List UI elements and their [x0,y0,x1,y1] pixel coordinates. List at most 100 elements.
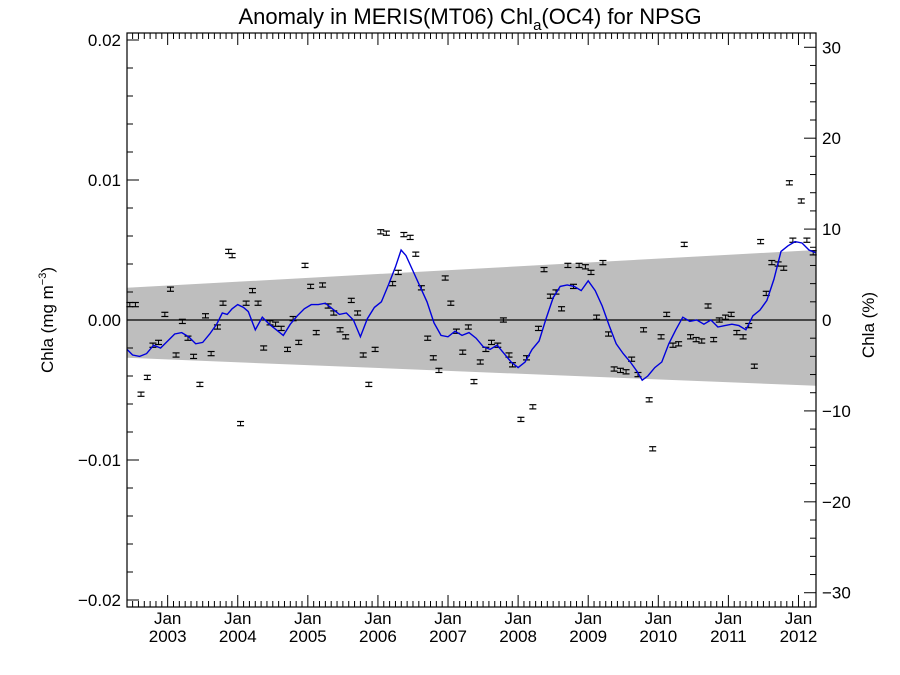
x-tick-label-month: Jan [434,609,461,628]
data-point [529,404,537,410]
data-point [435,367,443,374]
data-point [564,262,572,269]
data-point [605,331,613,337]
data-point [797,198,805,204]
y-tick-label-right: 10 [822,220,841,239]
data-point [534,325,542,332]
data-point [575,262,583,269]
smoothed-series [126,240,817,382]
data-point [540,266,548,273]
y-tick-label-left: −0.02 [78,591,121,610]
data-point [190,353,198,360]
data-point [785,180,793,186]
data-point [663,311,671,318]
data-point [172,352,180,358]
data-point [196,381,204,388]
x-tick-label-year: 2009 [569,627,607,646]
data-point [284,346,292,353]
data-point [342,334,350,340]
data-point [137,391,145,397]
data-point [757,238,765,245]
y-tick-label-right: −30 [822,584,851,603]
data-point [354,310,362,316]
x-tick-label-year: 2007 [429,627,467,646]
data-point [657,334,665,340]
y-tick-label-left: 0.02 [88,31,121,50]
data-point [347,297,355,304]
x-tick-label-year: 2011 [710,627,747,646]
data-point [710,336,718,343]
data-point [295,339,303,346]
data-point [722,314,730,320]
data-point [599,259,607,266]
data-point [307,283,315,290]
y-label-left-text: Chla (mg m [38,285,57,373]
data-point [248,287,256,294]
data-point [161,311,169,318]
data-point [768,259,776,266]
y-label-left-superscript: −3 [37,273,49,286]
data-point [131,301,139,308]
tick-labels: 0.020.010.00−0.01−0.023020100−10−20−30Ja… [78,31,851,646]
data-point [441,275,449,281]
data-point [750,363,758,369]
data-point [704,303,712,309]
data-point [429,355,437,361]
y-tick-label-right: −20 [822,493,851,512]
y-tick-label-right: 0 [822,311,831,330]
data-point [382,230,390,236]
x-tick-label-month: Jan [364,609,391,628]
data-point [207,350,215,357]
data-point [143,374,151,381]
x-tick-label-year: 2008 [499,627,537,646]
data-point [219,300,227,306]
data-point [166,286,174,292]
x-tick-label-month: Jan [785,609,812,628]
data-point [675,341,683,347]
x-tick-label-month: Jan [224,609,251,628]
data-point [202,313,210,319]
data-point [680,241,688,248]
data-point [698,338,706,344]
data-point [669,342,677,348]
y-tick-label-left: −0.01 [78,451,121,470]
data-point [517,416,525,423]
data-point [464,324,472,330]
data-point [645,397,653,403]
data-point [593,314,601,320]
y-tick-label-left: 0.01 [88,171,121,190]
axes [126,32,817,608]
y-label-left-close: ) [38,267,57,273]
data-point [424,335,432,341]
data-points [126,180,817,452]
data-point [447,300,455,306]
data-point [487,339,495,346]
data-point [260,345,268,351]
x-tick-label-year: 2010 [639,627,677,646]
x-tick-label-year: 2006 [359,627,397,646]
data-point [394,269,402,276]
y-tick-label-right: −10 [822,402,851,421]
data-point [459,349,467,355]
confidence-band [127,250,816,386]
data-point [377,229,385,235]
data-point [780,265,788,271]
data-point [319,282,327,288]
data-point [499,317,507,323]
data-point [715,317,723,323]
data-point [692,336,700,343]
title-suffix: (OC4) for NPSG [541,4,701,29]
y-tick-label-right: 30 [822,38,841,57]
y-axis-label-right: Chla (%) [859,292,878,358]
data-point [476,359,484,365]
x-tick-label-month: Jan [154,609,181,628]
data-point [178,318,186,325]
data-point [336,327,344,333]
data-point [622,369,630,375]
x-tick-label-year: 2005 [289,627,327,646]
data-point [277,325,285,332]
chart-title: Anomaly in MERIS(MT06) Chla(OC4) for NPS… [238,4,701,34]
data-point [470,378,478,385]
x-tick-label-year: 2012 [780,627,818,646]
title-prefix: Anomaly in MERIS(MT06) Chl [238,4,533,29]
